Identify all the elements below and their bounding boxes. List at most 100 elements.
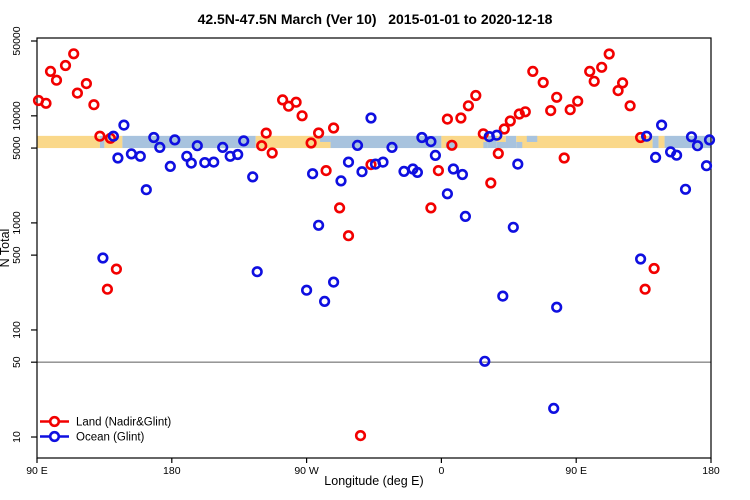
- land-data-point: [334, 202, 346, 214]
- ocean-data-point: [691, 140, 704, 152]
- coast-band-segment: [487, 135, 497, 149]
- coast-band-patch: [496, 141, 508, 149]
- ocean-data-point: [232, 148, 244, 161]
- ocean-data-point: [169, 134, 181, 146]
- ocean-data-point: [416, 131, 428, 144]
- ocean-data-point: [335, 175, 347, 187]
- land-data-point: [277, 94, 289, 106]
- ocean-data-point: [97, 252, 109, 264]
- ocean-data-point: [134, 150, 146, 162]
- ocean-data-point: [551, 301, 563, 313]
- coast-band-segment: [658, 135, 665, 149]
- ocean-data-point: [429, 149, 442, 161]
- y-tick-label: 1000: [11, 211, 23, 235]
- land-data-point: [470, 89, 482, 102]
- land-data-point: [342, 230, 355, 242]
- ocean-data-point: [118, 119, 130, 131]
- ocean-data-point: [164, 160, 176, 172]
- ocean-data-point: [679, 183, 692, 195]
- ocean-data-point: [386, 141, 398, 153]
- coast-band-segment: [664, 135, 711, 149]
- land-data-point: [455, 112, 467, 124]
- land-data-point: [88, 99, 100, 111]
- ocean-data-point: [191, 140, 203, 152]
- ocean-data-point: [217, 141, 229, 153]
- ocean-data-point: [634, 253, 647, 265]
- land-data-point: [266, 147, 278, 159]
- land-data-point: [290, 96, 302, 108]
- land-data-point: [94, 130, 106, 142]
- coast-band-patch: [320, 135, 331, 142]
- y-tick-label: 50000: [11, 26, 23, 55]
- ocean-data-point: [238, 135, 250, 147]
- ocean-data-point: [356, 166, 368, 178]
- land-data-point: [564, 104, 576, 116]
- legend-land-marker: [48, 415, 61, 428]
- coast-band-segment: [652, 135, 659, 149]
- coast-band-segment: [99, 135, 105, 149]
- ocean-data-point: [459, 210, 472, 222]
- ocean-data-point: [512, 158, 524, 170]
- land-data-point: [260, 127, 272, 139]
- coast-band-segment: [505, 135, 517, 149]
- land-data-point: [558, 152, 570, 164]
- ocean-data-point: [148, 131, 160, 144]
- ocean-data-point: [107, 130, 119, 142]
- ocean-data-point: [425, 136, 437, 148]
- ocean-data-point: [685, 131, 698, 143]
- ocean-data-point: [507, 221, 519, 233]
- ocean-data-point: [497, 290, 509, 302]
- land-data-point: [612, 84, 624, 97]
- ocean-data-point: [112, 152, 124, 164]
- land-data-point: [504, 115, 516, 127]
- ocean-data-point: [398, 165, 410, 177]
- x-axis-label: Longitude (deg E): [324, 474, 424, 488]
- land-data-point: [603, 48, 615, 60]
- land-data-point: [572, 95, 584, 107]
- x-tick-label: 180: [163, 465, 181, 477]
- land-data-point: [545, 104, 557, 117]
- land-data-point: [59, 59, 72, 72]
- ocean-data-point: [703, 134, 716, 146]
- ocean-data-point: [655, 119, 668, 131]
- land-data-point: [634, 131, 647, 144]
- ocean-data-point: [208, 156, 220, 168]
- plot-border: [36, 37, 712, 459]
- ocean-data-point: [154, 141, 166, 153]
- coast-band-patch: [445, 141, 457, 149]
- coast-band-segment: [516, 135, 653, 149]
- ocean-data-point: [307, 168, 319, 180]
- land-data-point: [441, 113, 454, 125]
- land-data-point: [296, 110, 308, 122]
- land-data-point: [596, 61, 608, 73]
- ocean-data-point: [548, 402, 560, 415]
- y-tick-label: 10: [11, 431, 23, 443]
- chart-title: 42.5N-47.5N March (Ver 10) 2015-01-01 to…: [197, 11, 553, 27]
- x-tick-label: 0: [438, 465, 444, 477]
- legend-ocean-marker: [48, 430, 61, 443]
- ocean-data-point: [365, 112, 377, 124]
- ocean-data-point: [319, 295, 331, 308]
- land-data-point: [80, 77, 92, 90]
- coast-band-patch: [516, 141, 523, 149]
- land-data-point: [485, 177, 497, 189]
- coast-band-segment: [122, 135, 256, 149]
- land-data-point: [328, 122, 340, 134]
- land-data-point: [256, 140, 268, 152]
- land-data-point: [492, 147, 504, 160]
- land-data-point: [313, 127, 325, 139]
- y-tick-label: 100: [11, 321, 23, 339]
- land-data-point: [498, 123, 510, 135]
- x-tick-label: 90 W: [294, 465, 319, 477]
- ocean-data-point: [369, 158, 382, 170]
- land-data-point: [588, 75, 600, 87]
- land-data-point: [462, 100, 475, 112]
- ocean-data-point: [247, 171, 259, 183]
- land-data-point: [425, 202, 437, 214]
- land-data-point: [40, 97, 52, 109]
- ocean-data-point: [411, 166, 424, 178]
- y-tick-label: 500: [11, 246, 23, 264]
- ocean-data-point: [670, 149, 683, 161]
